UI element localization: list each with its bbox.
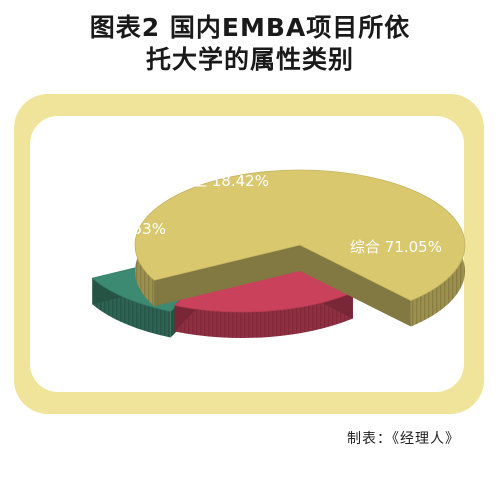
chart-title: 图表2 国内EMBA项目所依 托大学的属性类别 <box>0 12 500 76</box>
label-ligong: 理工 18.42% <box>177 172 269 190</box>
chart-title-line2: 托大学的属性类别 <box>145 45 354 74</box>
label-caijing: 财经 10.53% <box>74 220 166 238</box>
slice-zonghe <box>134 169 466 327</box>
chart-title-line1: 图表2 国内EMBA项目所依 <box>89 13 411 42</box>
label-zonghe: 综合 71.05% <box>350 238 442 256</box>
chart-credit: 制表：《经理人》 <box>347 431 460 447</box>
